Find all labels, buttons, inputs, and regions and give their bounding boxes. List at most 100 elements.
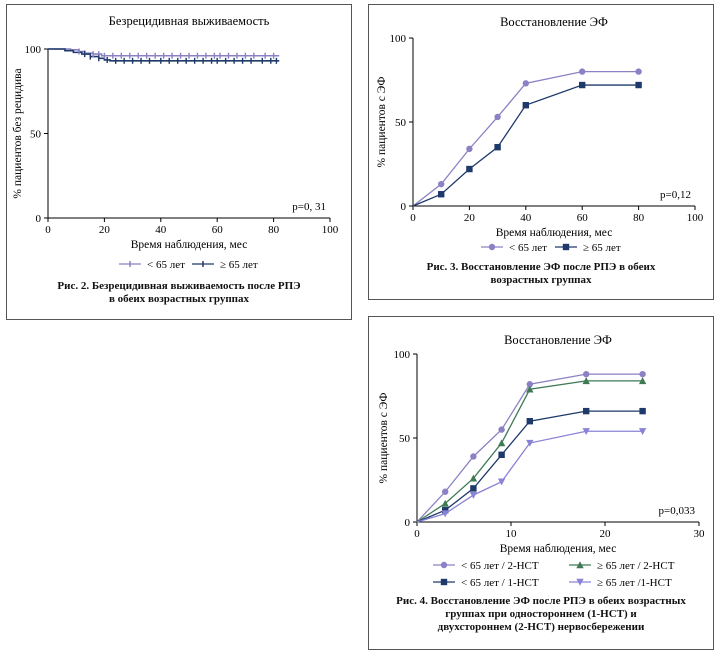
x-tick-label: 60 [212,224,224,236]
x-tick-label: 0 [410,212,416,224]
x-axis-label: Время наблюдения, мес [500,543,617,555]
data-point [466,145,473,153]
caption-line: Рис. 2. Безрецидивная выживаемость после… [57,280,301,292]
p-value-annotation: p=0,033 [659,505,696,517]
caption-line: Рис. 3. Восстановление ЭФ после РПЭ в об… [426,261,656,273]
ef-recovery-nst-chart: Восстановление ЭФ 0 10 20 30 0 50 100 Время набл… [378,333,706,589]
x-axis-label: Время наблюдения, мес [496,227,613,239]
data-point [469,491,478,499]
legend-label: < 65 лет / 2-НСТ [461,560,539,572]
caption-line: возрастных группах [490,274,592,286]
chart-title: Безрецидивная выживаемость [109,14,270,28]
data-point [579,81,586,89]
legend-marker [488,243,496,251]
caption-line: Рис. 4. Восстановление ЭФ после РПЭ в об… [396,595,686,607]
data-point [526,418,533,425]
chart-title: Восстановление ЭФ [504,333,612,347]
series-line-2 [416,380,643,523]
data-point [582,377,590,385]
y-axis-label: % пациентов с ЭФ [378,393,390,484]
data-point [438,191,445,198]
figure-4-caption: Рис. 4. Восстановление ЭФ после РПЭ в об… [369,595,713,634]
data-point [638,377,647,385]
data-point [442,507,449,514]
data-point [438,180,445,188]
data-point [466,165,473,173]
data-point [442,488,449,495]
data-point [469,474,478,482]
legend-label: ≥ 65 лет [583,242,621,254]
caption-line: в обеих возрастных группах [108,293,250,305]
x-tick-label: 20 [464,212,476,224]
x-tick-label: 80 [268,224,280,236]
legend-label: ≥ 65 лет [220,259,258,271]
data-point [470,453,477,460]
y-tick-label: 50 [30,129,42,141]
y-tick-label: 0 [405,517,411,529]
y-axis-label: % пациентов с ЭФ [376,77,388,168]
legend-marker [440,578,448,586]
data-point [441,499,449,507]
series-line-1 [412,70,639,207]
figure-2-panel: Безрецидивная выживаемость 0 20 40 60 80 100 0 5… [6,4,352,320]
data-point [526,381,533,388]
legend-label: ≥ 65 лет /1-НСТ [597,577,672,589]
x-axis-label: Время наблюдения, мес [131,239,248,251]
y-tick-label: 50 [395,117,407,129]
data-point [526,385,534,393]
ef-recovery-chart: Восстановление ЭФ 0 20 40 60 80 100 0 50 100 Время… [376,15,704,254]
legend-label: < 65 лет [509,242,547,254]
data-point [638,428,647,435]
data-point [498,426,505,433]
x-tick-label: 100 [322,224,339,236]
x-tick-label: 30 [694,528,706,540]
data-point [579,68,586,75]
legend-label: ≥ 65 лет / 2-НСТ [597,560,675,572]
x-tick-label: 20 [600,528,612,540]
figure-3-caption: Рис. 3. Восстановление ЭФ после РПЭ в об… [369,261,713,287]
y-tick-label: 0 [401,201,407,213]
y-tick-label: 100 [25,44,42,56]
data-point [441,510,449,518]
y-tick-label: 50 [399,433,411,445]
caption-line: двухстороннем (2-НСТ) нервосбережении [437,621,645,633]
legend-marker [562,243,570,251]
legend-label: < 65 лет [147,259,185,271]
data-point [522,80,529,87]
y-axis-label: % пациентов без рецидива [12,68,24,198]
chart-title: Восстановление ЭФ [500,15,608,29]
data-point [583,370,590,378]
x-tick-label: 80 [633,212,645,224]
y-tick-label: 0 [36,213,42,225]
series-line-1 [416,373,643,523]
x-tick-label: 10 [506,528,518,540]
p-value-annotation: p=0,12 [660,189,691,201]
x-tick-label: 0 [45,224,51,236]
legend-marker [576,578,584,586]
data-point [497,439,506,447]
figure-2-caption: Рис. 2. Безрецидивная выживаемость после… [7,280,351,306]
survival-chart: Безрецидивная выживаемость 0 20 40 60 80 100 0 5… [12,14,339,271]
x-tick-label: 40 [155,224,167,236]
data-point [494,144,501,151]
figure-3-panel: Восстановление ЭФ 0 20 40 60 80 100 0 50 100 Время… [368,4,714,300]
data-point [635,68,642,75]
p-value-annotation: p=0, 31 [292,201,326,213]
x-tick-label: 60 [577,212,589,224]
series-line-3 [416,410,643,523]
data-point [470,485,477,492]
legend-marker [576,561,584,569]
data-point [583,407,590,415]
data-point [639,407,646,415]
x-tick-label: 40 [520,212,532,224]
data-point [582,428,590,435]
y-tick-label: 100 [394,349,411,361]
figure-4-panel: Восстановление ЭФ 0 10 20 30 0 50 100 Время набл… [368,316,714,650]
data-point [498,451,505,458]
data-point [522,102,529,109]
caption-line: группах при одностороннем (1-НСТ) и [445,608,637,620]
legend-label: < 65 лет / 1-НСТ [461,577,539,589]
data-point [494,113,501,121]
data-point [639,370,646,378]
x-tick-label: 100 [687,212,704,224]
